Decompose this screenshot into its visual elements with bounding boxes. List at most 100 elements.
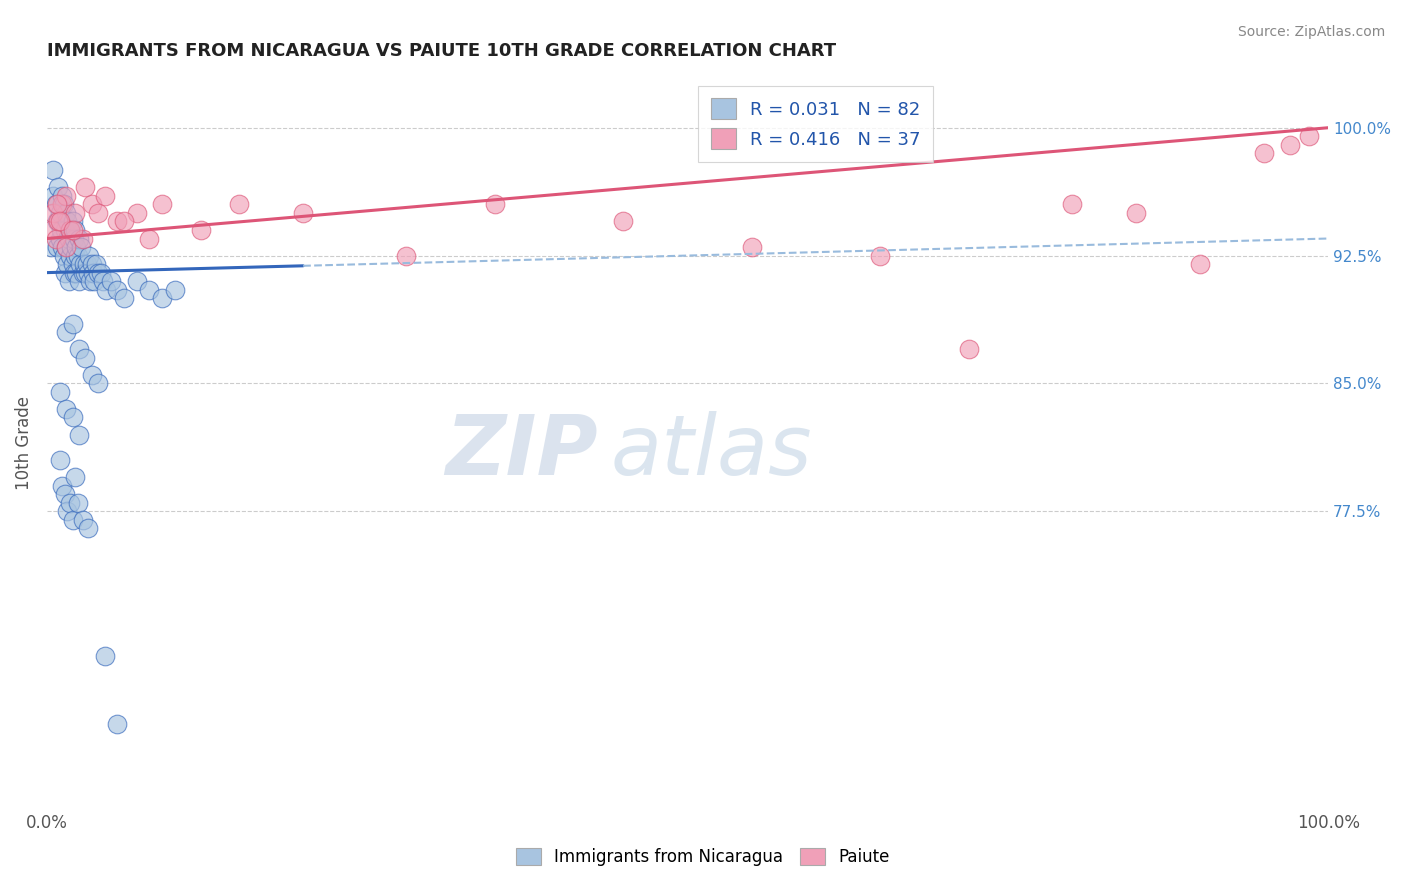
Point [292, 206, 315, 220]
Point [48, 453, 70, 467]
Point [56, 257, 79, 271]
Point [67, 231, 90, 245]
Point [869, 249, 891, 263]
Point [55, 240, 77, 254]
Point [42, 189, 65, 203]
Point [53, 266, 76, 280]
Y-axis label: 10th Grade: 10th Grade [15, 396, 32, 490]
Point [93, 649, 115, 664]
Point [67, 274, 90, 288]
Point [72, 266, 94, 280]
Point [58, 274, 80, 288]
Point [125, 274, 148, 288]
Point [59, 249, 82, 263]
Point [150, 197, 173, 211]
Point [59, 223, 82, 237]
Point [150, 291, 173, 305]
Point [62, 214, 84, 228]
Point [87, 206, 110, 220]
Point [163, 283, 186, 297]
Point [48, 214, 70, 228]
Point [1278, 137, 1301, 152]
Point [105, 214, 128, 228]
Point [73, 257, 96, 271]
Point [1298, 129, 1320, 144]
Point [87, 266, 110, 280]
Point [58, 231, 80, 245]
Point [1188, 257, 1211, 271]
Point [46, 240, 69, 254]
Point [741, 240, 763, 254]
Point [125, 206, 148, 220]
Point [55, 206, 77, 220]
Point [105, 717, 128, 731]
Point [80, 368, 103, 382]
Point [112, 291, 135, 305]
Point [75, 266, 97, 280]
Point [77, 249, 100, 263]
Text: Source: ZipAtlas.com: Source: ZipAtlas.com [1237, 25, 1385, 39]
Point [87, 376, 110, 391]
Point [51, 189, 73, 203]
Point [84, 257, 107, 271]
Point [67, 343, 90, 357]
Point [77, 521, 100, 535]
Point [55, 326, 77, 340]
Point [69, 257, 91, 271]
Point [190, 223, 212, 237]
Point [59, 496, 82, 510]
Point [60, 240, 83, 254]
Legend: Immigrants from Nicaragua, Paiute: Immigrants from Nicaragua, Paiute [508, 840, 898, 875]
Point [62, 257, 84, 271]
Point [957, 343, 980, 357]
Point [56, 214, 79, 228]
Point [63, 470, 86, 484]
Point [55, 189, 77, 203]
Point [138, 283, 160, 297]
Point [1253, 146, 1275, 161]
Point [612, 214, 634, 228]
Point [66, 496, 89, 510]
Point [228, 197, 250, 211]
Point [484, 197, 506, 211]
Point [56, 504, 79, 518]
Point [77, 266, 100, 280]
Point [72, 231, 94, 245]
Point [48, 180, 70, 194]
Point [62, 266, 84, 280]
Point [93, 189, 115, 203]
Point [46, 214, 69, 228]
Point [66, 249, 89, 263]
Point [63, 249, 86, 263]
Point [80, 197, 103, 211]
Point [72, 513, 94, 527]
Point [75, 351, 97, 365]
Point [62, 410, 84, 425]
Point [65, 266, 87, 280]
Point [48, 214, 70, 228]
Point [76, 257, 98, 271]
Point [48, 231, 70, 245]
Point [39, 240, 62, 254]
Point [70, 240, 93, 254]
Point [45, 231, 67, 245]
Point [62, 231, 84, 245]
Point [138, 231, 160, 245]
Text: ZIP: ZIP [446, 411, 598, 492]
Point [45, 197, 67, 211]
Point [100, 274, 122, 288]
Point [59, 223, 82, 237]
Point [62, 223, 84, 237]
Point [75, 180, 97, 194]
Point [52, 197, 75, 211]
Point [79, 274, 101, 288]
Point [63, 206, 86, 220]
Text: atlas: atlas [610, 411, 813, 492]
Point [83, 274, 105, 288]
Point [55, 240, 77, 254]
Point [94, 283, 117, 297]
Point [80, 257, 103, 271]
Legend: R = 0.031   N = 82, R = 0.416   N = 37: R = 0.031 N = 82, R = 0.416 N = 37 [697, 86, 934, 161]
Point [55, 401, 77, 416]
Point [62, 513, 84, 527]
